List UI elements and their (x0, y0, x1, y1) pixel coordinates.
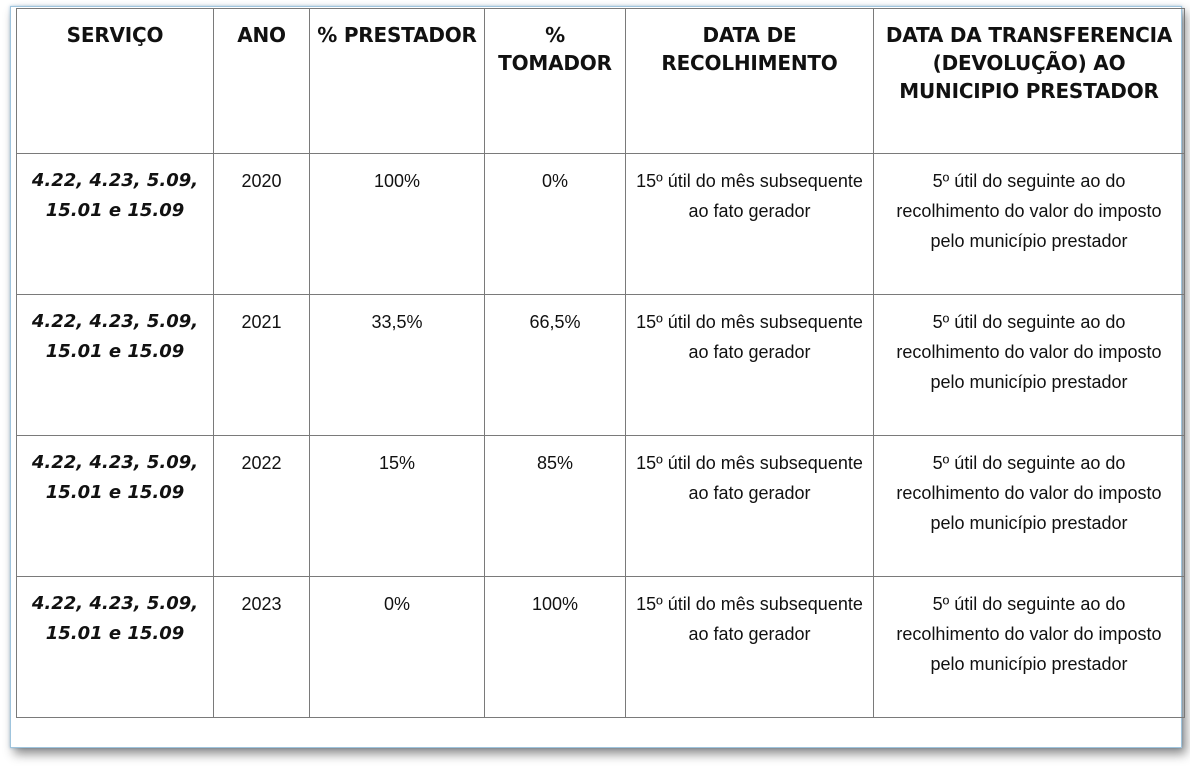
cell-recolhimento: 15º útil do mês subsequente ao fato gera… (625, 153, 874, 295)
cell-servico: 4.22, 4.23, 5.09, 15.01 e 15.09 (16, 153, 214, 295)
cell-servico: 4.22, 4.23, 5.09, 15.01 e 15.09 (16, 294, 214, 436)
cell-prestador: 33,5% (309, 294, 485, 436)
header-transferencia: DATA DA TRANSFERENCIA (DEVOLUÇÃO) AO MUN… (873, 8, 1185, 154)
cell-recolhimento: 15º útil do mês subsequente ao fato gera… (625, 576, 874, 718)
cell-transferencia: 5º útil do seguinte ao do recolhimento d… (873, 435, 1185, 577)
cell-recolhimento: 15º útil do mês subsequente ao fato gera… (625, 294, 874, 436)
table-row: 4.22, 4.23, 5.09, 15.01 e 15.09 2022 15%… (16, 435, 1185, 577)
header-servico: SERVIÇO (16, 8, 214, 154)
cell-prestador: 15% (309, 435, 485, 577)
cell-transferencia: 5º útil do seguinte ao do recolhimento d… (873, 294, 1185, 436)
cell-ano: 2023 (213, 576, 310, 718)
cell-servico: 4.22, 4.23, 5.09, 15.01 e 15.09 (16, 576, 214, 718)
cell-tomador: 0% (484, 153, 626, 295)
table-row: 4.22, 4.23, 5.09, 15.01 e 15.09 2020 100… (16, 153, 1185, 295)
cell-transferencia: 5º útil do seguinte ao do recolhimento d… (873, 576, 1185, 718)
header-row: SERVIÇO ANO % PRESTADOR % TOMADOR DATA D… (16, 8, 1185, 154)
table-row: 4.22, 4.23, 5.09, 15.01 e 15.09 2023 0% … (16, 576, 1185, 718)
cell-ano: 2020 (213, 153, 310, 295)
cell-ano: 2022 (213, 435, 310, 577)
cell-tomador: 100% (484, 576, 626, 718)
cell-servico: 4.22, 4.23, 5.09, 15.01 e 15.09 (16, 435, 214, 577)
header-tomador: % TOMADOR (484, 8, 626, 154)
cell-prestador: 0% (309, 576, 485, 718)
cell-recolhimento: 15º útil do mês subsequente ao fato gera… (625, 435, 874, 577)
table-row: 4.22, 4.23, 5.09, 15.01 e 15.09 2021 33,… (16, 294, 1185, 436)
cell-tomador: 85% (484, 435, 626, 577)
cell-prestador: 100% (309, 153, 485, 295)
header-ano: ANO (213, 8, 310, 154)
cell-tomador: 66,5% (484, 294, 626, 436)
iss-transition-table: SERVIÇO ANO % PRESTADOR % TOMADOR DATA D… (16, 8, 1185, 718)
cell-transferencia: 5º útil do seguinte ao do recolhimento d… (873, 153, 1185, 295)
header-prestador: % PRESTADOR (309, 8, 485, 154)
header-recolhimento: DATA DE RECOLHIMENTO (625, 8, 874, 154)
cell-ano: 2021 (213, 294, 310, 436)
